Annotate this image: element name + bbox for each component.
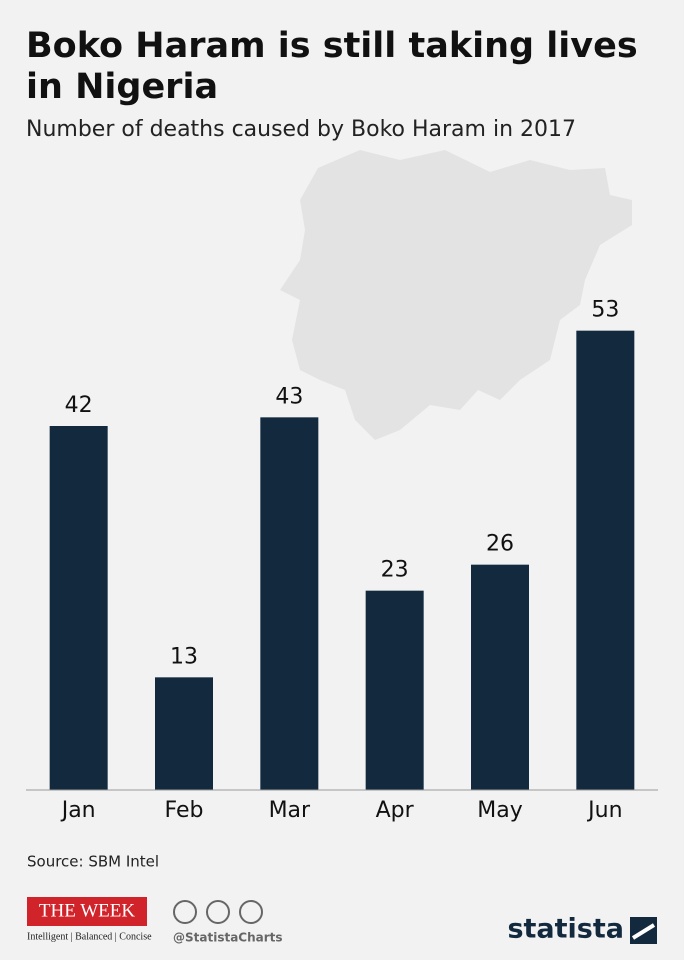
brand: statista	[507, 914, 624, 945]
x-tick-label: Jun	[586, 798, 622, 823]
value-label: 26	[486, 532, 514, 557]
bar	[260, 417, 319, 790]
publisher-tagline: Intelligent | Balanced | Concise	[27, 931, 152, 942]
bar	[471, 564, 529, 790]
publisher-logo	[27, 897, 147, 926]
source: Source: SBM Intel	[27, 853, 159, 871]
bar	[155, 677, 213, 790]
value-label: 13	[170, 644, 198, 669]
value-label: 42	[65, 393, 93, 418]
license-icon	[173, 900, 197, 924]
chart-subtitle: Number of deaths caused by Boko Haram in…	[26, 117, 576, 142]
chart-title: Boko Haram is still taking lives in Nige…	[26, 26, 638, 107]
x-tick-label: Apr	[376, 798, 415, 823]
bar	[365, 590, 424, 790]
x-tick-label: May	[477, 798, 522, 823]
handle: @StatistaCharts	[173, 931, 283, 945]
value-label: 53	[591, 298, 619, 323]
x-tick-label: Mar	[269, 798, 311, 823]
bar	[576, 330, 635, 790]
publisher: THE WEEK	[39, 900, 135, 921]
value-label: 43	[275, 384, 303, 409]
license-icon	[239, 900, 263, 924]
bar	[49, 426, 108, 790]
x-tick-label: Jan	[60, 798, 96, 823]
nigeria-map	[280, 150, 632, 440]
x-tick-label: Feb	[165, 798, 204, 823]
value-label: 23	[381, 558, 409, 583]
license-icon	[206, 900, 230, 924]
brand-icon-mark	[631, 923, 656, 940]
